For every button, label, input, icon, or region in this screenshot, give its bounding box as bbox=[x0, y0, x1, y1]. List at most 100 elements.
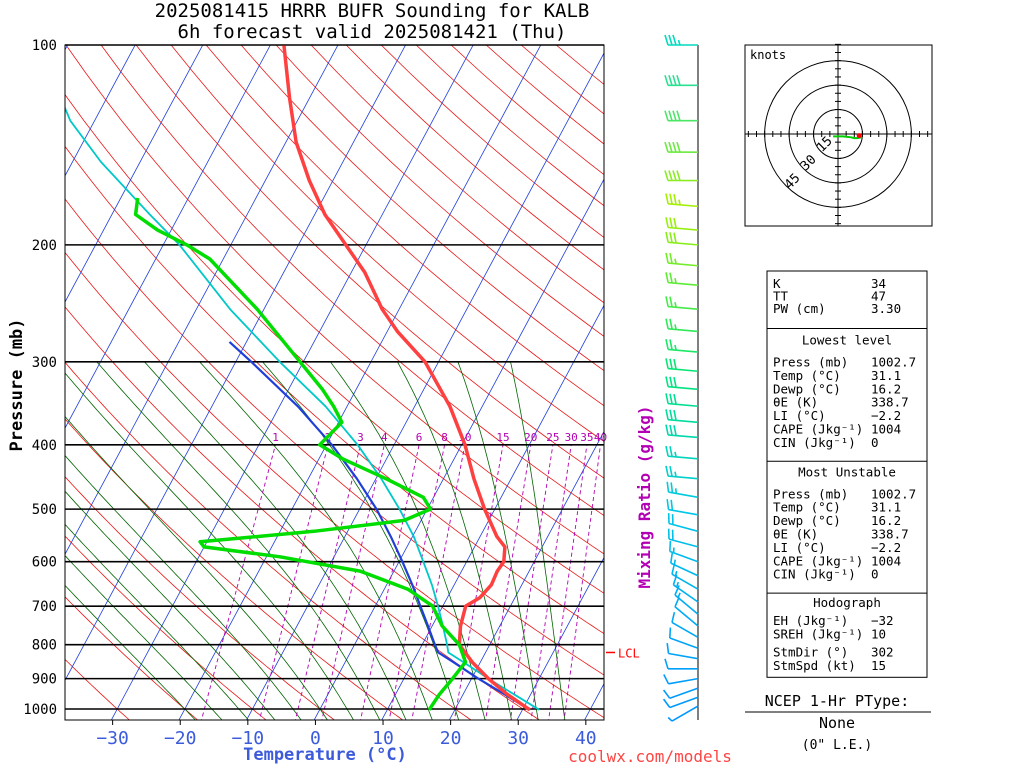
barb-flag bbox=[664, 75, 669, 86]
barb-flag bbox=[664, 658, 669, 670]
barb-staff bbox=[669, 637, 699, 649]
mixing-ratio-line bbox=[453, 444, 504, 720]
barb-flag bbox=[671, 612, 676, 623]
moist-adiabat bbox=[481, 708, 486, 720]
mixing-ratio-line bbox=[294, 444, 361, 720]
mixing-ratio-line bbox=[321, 444, 385, 720]
moist-adiabat bbox=[65, 584, 186, 710]
dry-adiabat bbox=[65, 361, 472, 720]
barb-flag bbox=[669, 296, 673, 308]
wind-barb bbox=[667, 528, 699, 548]
moist-adiabat bbox=[457, 361, 537, 710]
ptype-value: None bbox=[819, 714, 855, 732]
isotherm bbox=[516, 556, 604, 720]
barb-flag bbox=[674, 585, 680, 596]
wind-barb bbox=[666, 481, 699, 499]
wind-barb bbox=[665, 339, 699, 353]
virtual-temp-profile-line bbox=[65, 105, 540, 711]
barb-half-flag bbox=[677, 592, 681, 598]
index-label: Press (mb) bbox=[773, 486, 848, 501]
barb-staff bbox=[668, 328, 699, 333]
index-label: StmDir (°) bbox=[773, 645, 848, 660]
wind-barb bbox=[671, 612, 699, 639]
moist-adiabat bbox=[397, 361, 510, 710]
barb-half-flag bbox=[674, 570, 678, 577]
barb-flag bbox=[673, 377, 677, 388]
wind-barb bbox=[664, 141, 699, 153]
mixing-ratio-line bbox=[563, 444, 601, 720]
barb-staff bbox=[668, 305, 699, 311]
barb-flag bbox=[669, 627, 672, 639]
barb-flag bbox=[672, 141, 677, 153]
moist-adiabat bbox=[211, 708, 223, 720]
barb-flag bbox=[664, 110, 669, 121]
wind-barb bbox=[665, 217, 699, 231]
index-value: 1002.7 bbox=[871, 355, 916, 370]
barb-flag bbox=[673, 393, 677, 405]
barb-half-flag bbox=[674, 302, 677, 308]
barb-flag bbox=[676, 141, 681, 153]
wind-barb bbox=[665, 393, 699, 408]
barb-half-flag bbox=[677, 39, 681, 46]
barb-staff bbox=[668, 418, 699, 424]
mixing-ratio-line bbox=[388, 444, 446, 720]
index-label: LI (°C) bbox=[773, 408, 826, 423]
barb-flag bbox=[669, 358, 673, 370]
barb-flag bbox=[669, 232, 673, 243]
barb-flag bbox=[668, 110, 673, 121]
temperature-tick-label: −30 bbox=[96, 728, 129, 749]
barb-flag bbox=[669, 339, 673, 350]
barb-flag bbox=[673, 217, 677, 229]
temperature-tick-label: 0 bbox=[310, 728, 321, 749]
barb-staff bbox=[669, 550, 699, 563]
index-label: LI (°C) bbox=[773, 540, 826, 555]
barb-staff bbox=[674, 606, 699, 627]
barb-flag bbox=[665, 217, 669, 228]
dry-adiabat bbox=[100, 45, 604, 517]
barb-flag bbox=[670, 552, 674, 564]
wind-barb bbox=[674, 596, 699, 627]
barb-staff bbox=[668, 475, 699, 480]
wind-barb bbox=[664, 170, 699, 182]
barb-flag bbox=[669, 540, 672, 552]
barb-staff bbox=[669, 687, 699, 700]
isotherm bbox=[178, 45, 542, 720]
barb-half-flag bbox=[675, 581, 680, 588]
moist-adiabat bbox=[65, 523, 240, 710]
wind-barb bbox=[665, 252, 699, 267]
index-label: Temp (°C) bbox=[773, 500, 841, 515]
wind-barb bbox=[667, 513, 699, 533]
wind-barb bbox=[665, 465, 699, 480]
moist-adiabat bbox=[65, 454, 294, 710]
barb-staff bbox=[668, 508, 699, 516]
mixing-ratio-line bbox=[411, 444, 466, 720]
barb-flag bbox=[665, 296, 669, 307]
barb-half-flag bbox=[674, 471, 677, 477]
barb-staff bbox=[668, 491, 699, 499]
barb-flag bbox=[666, 499, 670, 510]
barb-flag bbox=[665, 358, 669, 369]
pressure-tick-label: 200 bbox=[32, 238, 57, 254]
dry-adiabat bbox=[65, 198, 604, 676]
pressure-tick-label: 500 bbox=[32, 502, 57, 518]
pressure-tick-label: 400 bbox=[32, 438, 57, 454]
index-label: Temp (°C) bbox=[773, 368, 841, 383]
barb-staff bbox=[669, 696, 699, 709]
index-label: CAPE (Jkg⁻¹) bbox=[773, 553, 863, 568]
index-value: 1002.7 bbox=[871, 486, 916, 501]
pressure-tick-label: 700 bbox=[32, 599, 57, 615]
barb-flag bbox=[668, 34, 673, 46]
barb-half-flag bbox=[678, 199, 681, 205]
barb-staff bbox=[671, 705, 699, 722]
moist-adiabat bbox=[400, 708, 407, 720]
index-label: Dewp (°C) bbox=[773, 381, 841, 396]
mixing-ratio-value: 3 bbox=[357, 431, 364, 444]
barb-flag bbox=[668, 141, 673, 153]
index-value: 1004 bbox=[871, 422, 901, 437]
moist-adiabat bbox=[427, 708, 433, 720]
index-label: StmSpd (kt) bbox=[773, 658, 856, 673]
wind-barb bbox=[665, 358, 699, 373]
pressure-tick-label: 1000 bbox=[23, 702, 57, 718]
moist-adiabat bbox=[65, 372, 348, 710]
